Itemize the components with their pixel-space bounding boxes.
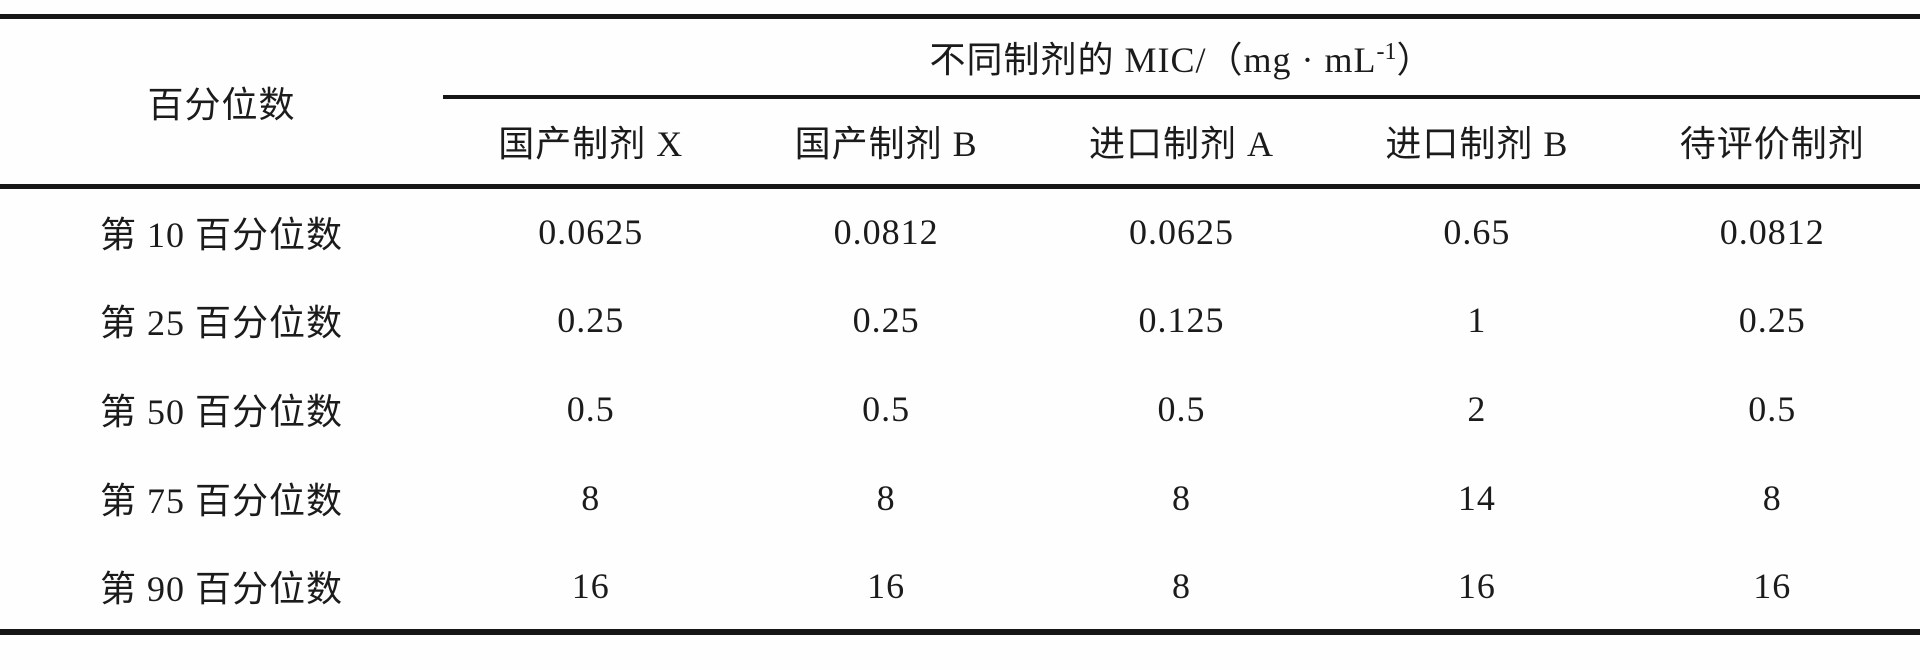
- data-cell: 0.5: [1748, 389, 1797, 429]
- data-cell: 0.25: [557, 300, 625, 340]
- data-cell: 0.65: [1329, 184, 1625, 276]
- column-header-cell: 进口制剂 A: [1088, 124, 1274, 165]
- table-row: 第 75 百分位数 8 8 8 14 8: [0, 454, 1920, 543]
- data-cell: 0.25: [1738, 300, 1806, 340]
- table-row: 第 25 百分位数 0.25 0.25 0.125 1 0.25: [0, 276, 1920, 365]
- data-cell: 0.25: [852, 300, 920, 340]
- data-cell: 0.0625: [443, 184, 739, 276]
- table-row: 第 90 百分位数 16 16 8 16 16: [0, 543, 1920, 632]
- column-header-cell: 待评价制剂: [1679, 124, 1865, 165]
- column-header-cell: 进口制剂 B: [1385, 124, 1569, 165]
- column-header-cell: 国产制剂 B: [794, 124, 978, 165]
- mic-percentile-table: 百分位数 不同制剂的 MIC/（mg · mL-1） 国产制剂 X 国产制剂 B…: [0, 14, 1920, 635]
- data-cell: 14: [1457, 478, 1496, 518]
- data-cell: 8: [1762, 478, 1782, 518]
- span-header-text: 不同制剂的 MIC/（mg · mL: [929, 39, 1377, 80]
- data-cell: 0.5: [862, 389, 911, 429]
- data-cell: 8: [581, 478, 601, 518]
- data-cell: 0.0812: [1624, 184, 1920, 276]
- data-cell: 16: [867, 565, 906, 606]
- table-row: 第 10 百分位数 0.0625 0.0812 0.0625 0.65 0.08…: [0, 184, 1920, 276]
- data-cell: 16: [571, 565, 610, 606]
- data-cell: 2: [1467, 389, 1487, 429]
- row-label-cell: 第 25 百分位数: [99, 303, 343, 343]
- unit-superscript: -1: [1376, 38, 1397, 65]
- table-body: 第 10 百分位数 0.0625 0.0812 0.0625 0.65 0.08…: [0, 184, 1920, 632]
- data-cell: 8: [876, 478, 896, 518]
- data-cell: 0.5: [566, 389, 615, 429]
- data-cell: 16: [1457, 565, 1496, 606]
- row-label-cell: 第 10 百分位数: [0, 184, 443, 276]
- row-label-cell: 第 90 百分位数: [99, 568, 343, 609]
- data-cell: 8: [1171, 478, 1191, 518]
- table-header: 百分位数 不同制剂的 MIC/（mg · mL-1） 国产制剂 X 国产制剂 B…: [0, 16, 1920, 187]
- data-cell: 0.0812: [738, 184, 1034, 276]
- data-cell: 0.125: [1138, 300, 1225, 340]
- table-row: 第 50 百分位数 0.5 0.5 0.5 2 0.5: [0, 365, 1920, 454]
- data-cell: 1: [1467, 300, 1487, 340]
- row-label-cell: 第 75 百分位数: [99, 481, 343, 521]
- data-cell: 0.5: [1157, 389, 1206, 429]
- column-header-row: 国产制剂 X 国产制剂 B 进口制剂 A 进口制剂 B 待评价制剂: [0, 97, 1920, 187]
- row-label-cell: 第 50 百分位数: [99, 392, 343, 432]
- data-cell: 16: [1753, 565, 1792, 606]
- column-header-cell: 国产制剂 X: [498, 124, 684, 165]
- data-cell: 8: [1171, 565, 1191, 606]
- span-header-suffix: ）: [1396, 39, 1434, 80]
- spanner-header-row: 百分位数 不同制剂的 MIC/（mg · mL-1）: [0, 16, 1920, 125]
- data-cell: 0.0625: [1033, 184, 1330, 276]
- span-header-cell: 不同制剂的 MIC/（mg · mL-1）: [443, 16, 1920, 99]
- corner-header-cell: 百分位数: [147, 84, 296, 125]
